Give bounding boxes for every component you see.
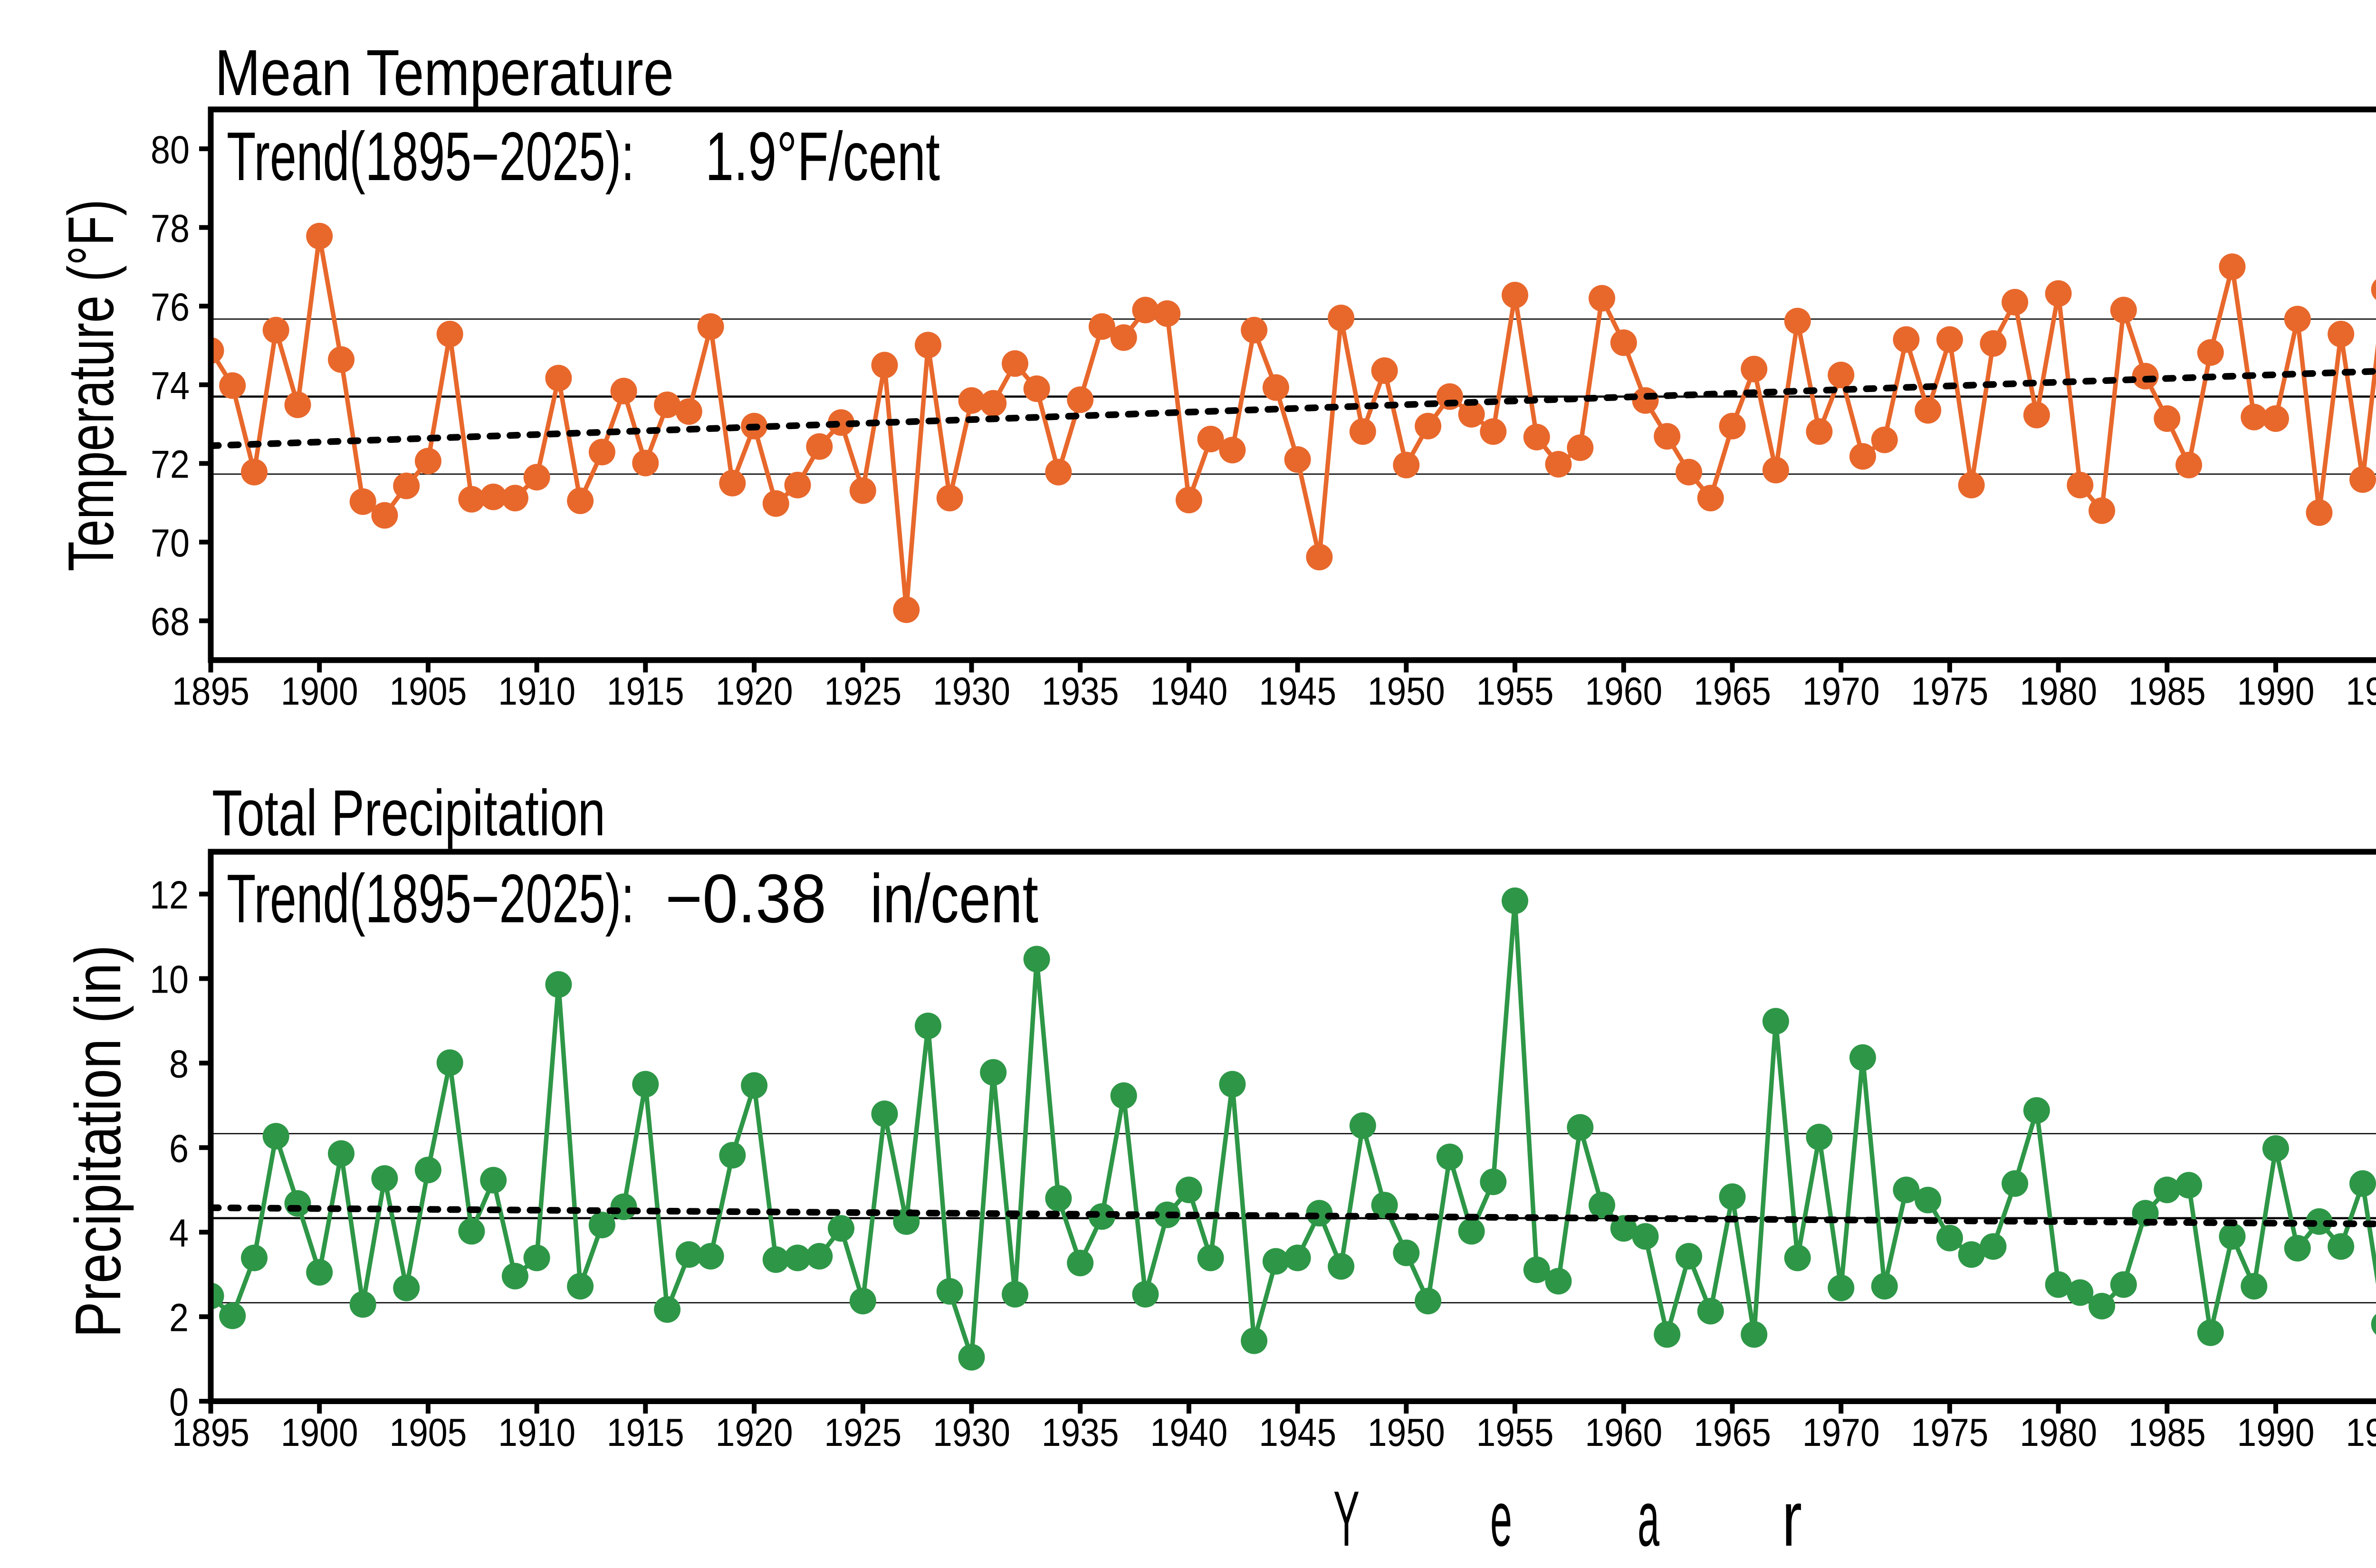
svg-text:Trend(1895−2025):: Trend(1895−2025): <box>227 118 634 195</box>
svg-text:1935: 1935 <box>1042 1410 1119 1454</box>
svg-text:1910: 1910 <box>498 669 575 713</box>
svg-text:1955: 1955 <box>1476 1410 1554 1454</box>
svg-text:1940: 1940 <box>1150 1410 1227 1454</box>
svg-text:1995: 1995 <box>2346 669 2376 713</box>
svg-text:1915: 1915 <box>607 1410 684 1454</box>
svg-text:1895: 1895 <box>172 669 249 713</box>
svg-text:10: 10 <box>150 957 189 1002</box>
svg-text:70: 70 <box>151 521 190 565</box>
svg-text:1930: 1930 <box>933 1410 1010 1454</box>
svg-text:in/cent: in/cent <box>870 860 1038 937</box>
svg-text:1980: 1980 <box>2020 1410 2097 1454</box>
svg-text:1940: 1940 <box>1150 669 1227 713</box>
svg-text:1915: 1915 <box>607 669 684 713</box>
svg-text:1.9°F/cent: 1.9°F/cent <box>705 118 940 195</box>
svg-text:1905: 1905 <box>389 669 467 713</box>
svg-text:1975: 1975 <box>1911 669 1988 713</box>
svg-text:2: 2 <box>169 1295 189 1339</box>
svg-text:Y: Y <box>1333 1475 1360 1562</box>
svg-text:1955: 1955 <box>1476 669 1554 713</box>
svg-text:1990: 1990 <box>2237 1410 2315 1454</box>
svg-text:1965: 1965 <box>1694 669 1771 713</box>
svg-text:0: 0 <box>169 1380 189 1424</box>
svg-text:1950: 1950 <box>1368 669 1445 713</box>
svg-text:6: 6 <box>169 1127 189 1171</box>
svg-text:1945: 1945 <box>1259 1410 1336 1454</box>
svg-text:1905: 1905 <box>389 1410 467 1454</box>
svg-text:1950: 1950 <box>1368 1410 1445 1454</box>
svg-text:1900: 1900 <box>281 669 358 713</box>
svg-text:−0.38: −0.38 <box>665 860 826 937</box>
svg-text:1985: 1985 <box>2128 1410 2206 1454</box>
svg-text:68: 68 <box>151 600 190 644</box>
svg-text:1965: 1965 <box>1694 1410 1771 1454</box>
svg-text:4: 4 <box>169 1211 189 1255</box>
svg-text:1925: 1925 <box>824 669 901 713</box>
svg-text:1895: 1895 <box>172 1410 249 1454</box>
svg-text:1975: 1975 <box>1911 1410 1988 1454</box>
svg-text:8: 8 <box>169 1042 189 1086</box>
svg-text:1960: 1960 <box>1585 669 1662 713</box>
svg-text:a: a <box>1638 1475 1659 1562</box>
svg-text:1900: 1900 <box>281 1410 358 1454</box>
svg-text:1920: 1920 <box>716 669 793 713</box>
svg-text:12: 12 <box>150 873 189 917</box>
svg-text:1945: 1945 <box>1259 669 1336 713</box>
svg-text:1930: 1930 <box>933 669 1010 713</box>
svg-text:Precipitation (in): Precipitation (in) <box>62 945 134 1338</box>
svg-text:1995: 1995 <box>2346 1410 2376 1454</box>
svg-text:78: 78 <box>151 206 190 250</box>
svg-text:Trend(1895−2025):: Trend(1895−2025): <box>227 860 634 937</box>
svg-text:80: 80 <box>151 127 190 172</box>
svg-text:1935: 1935 <box>1042 669 1119 713</box>
svg-text:1960: 1960 <box>1585 1410 1662 1454</box>
svg-text:1970: 1970 <box>1802 1410 1880 1454</box>
svg-text:1910: 1910 <box>498 1410 575 1454</box>
svg-text:76: 76 <box>151 285 190 329</box>
svg-text:1980: 1980 <box>2020 669 2097 713</box>
svg-text:1985: 1985 <box>2128 669 2206 713</box>
svg-text:Total Precipitation: Total Precipitation <box>212 777 605 850</box>
svg-text:1990: 1990 <box>2237 669 2315 713</box>
svg-text:74: 74 <box>151 363 190 408</box>
svg-text:1970: 1970 <box>1802 669 1880 713</box>
svg-text:72: 72 <box>151 442 190 487</box>
svg-text:1920: 1920 <box>716 1410 793 1454</box>
svg-text:1925: 1925 <box>824 1410 901 1454</box>
svg-text:e: e <box>1490 1475 1512 1562</box>
svg-text:r: r <box>1782 1475 1802 1562</box>
svg-text:Mean Temperature: Mean Temperature <box>215 37 674 109</box>
svg-text:Temperature (°F): Temperature (°F) <box>55 200 127 572</box>
